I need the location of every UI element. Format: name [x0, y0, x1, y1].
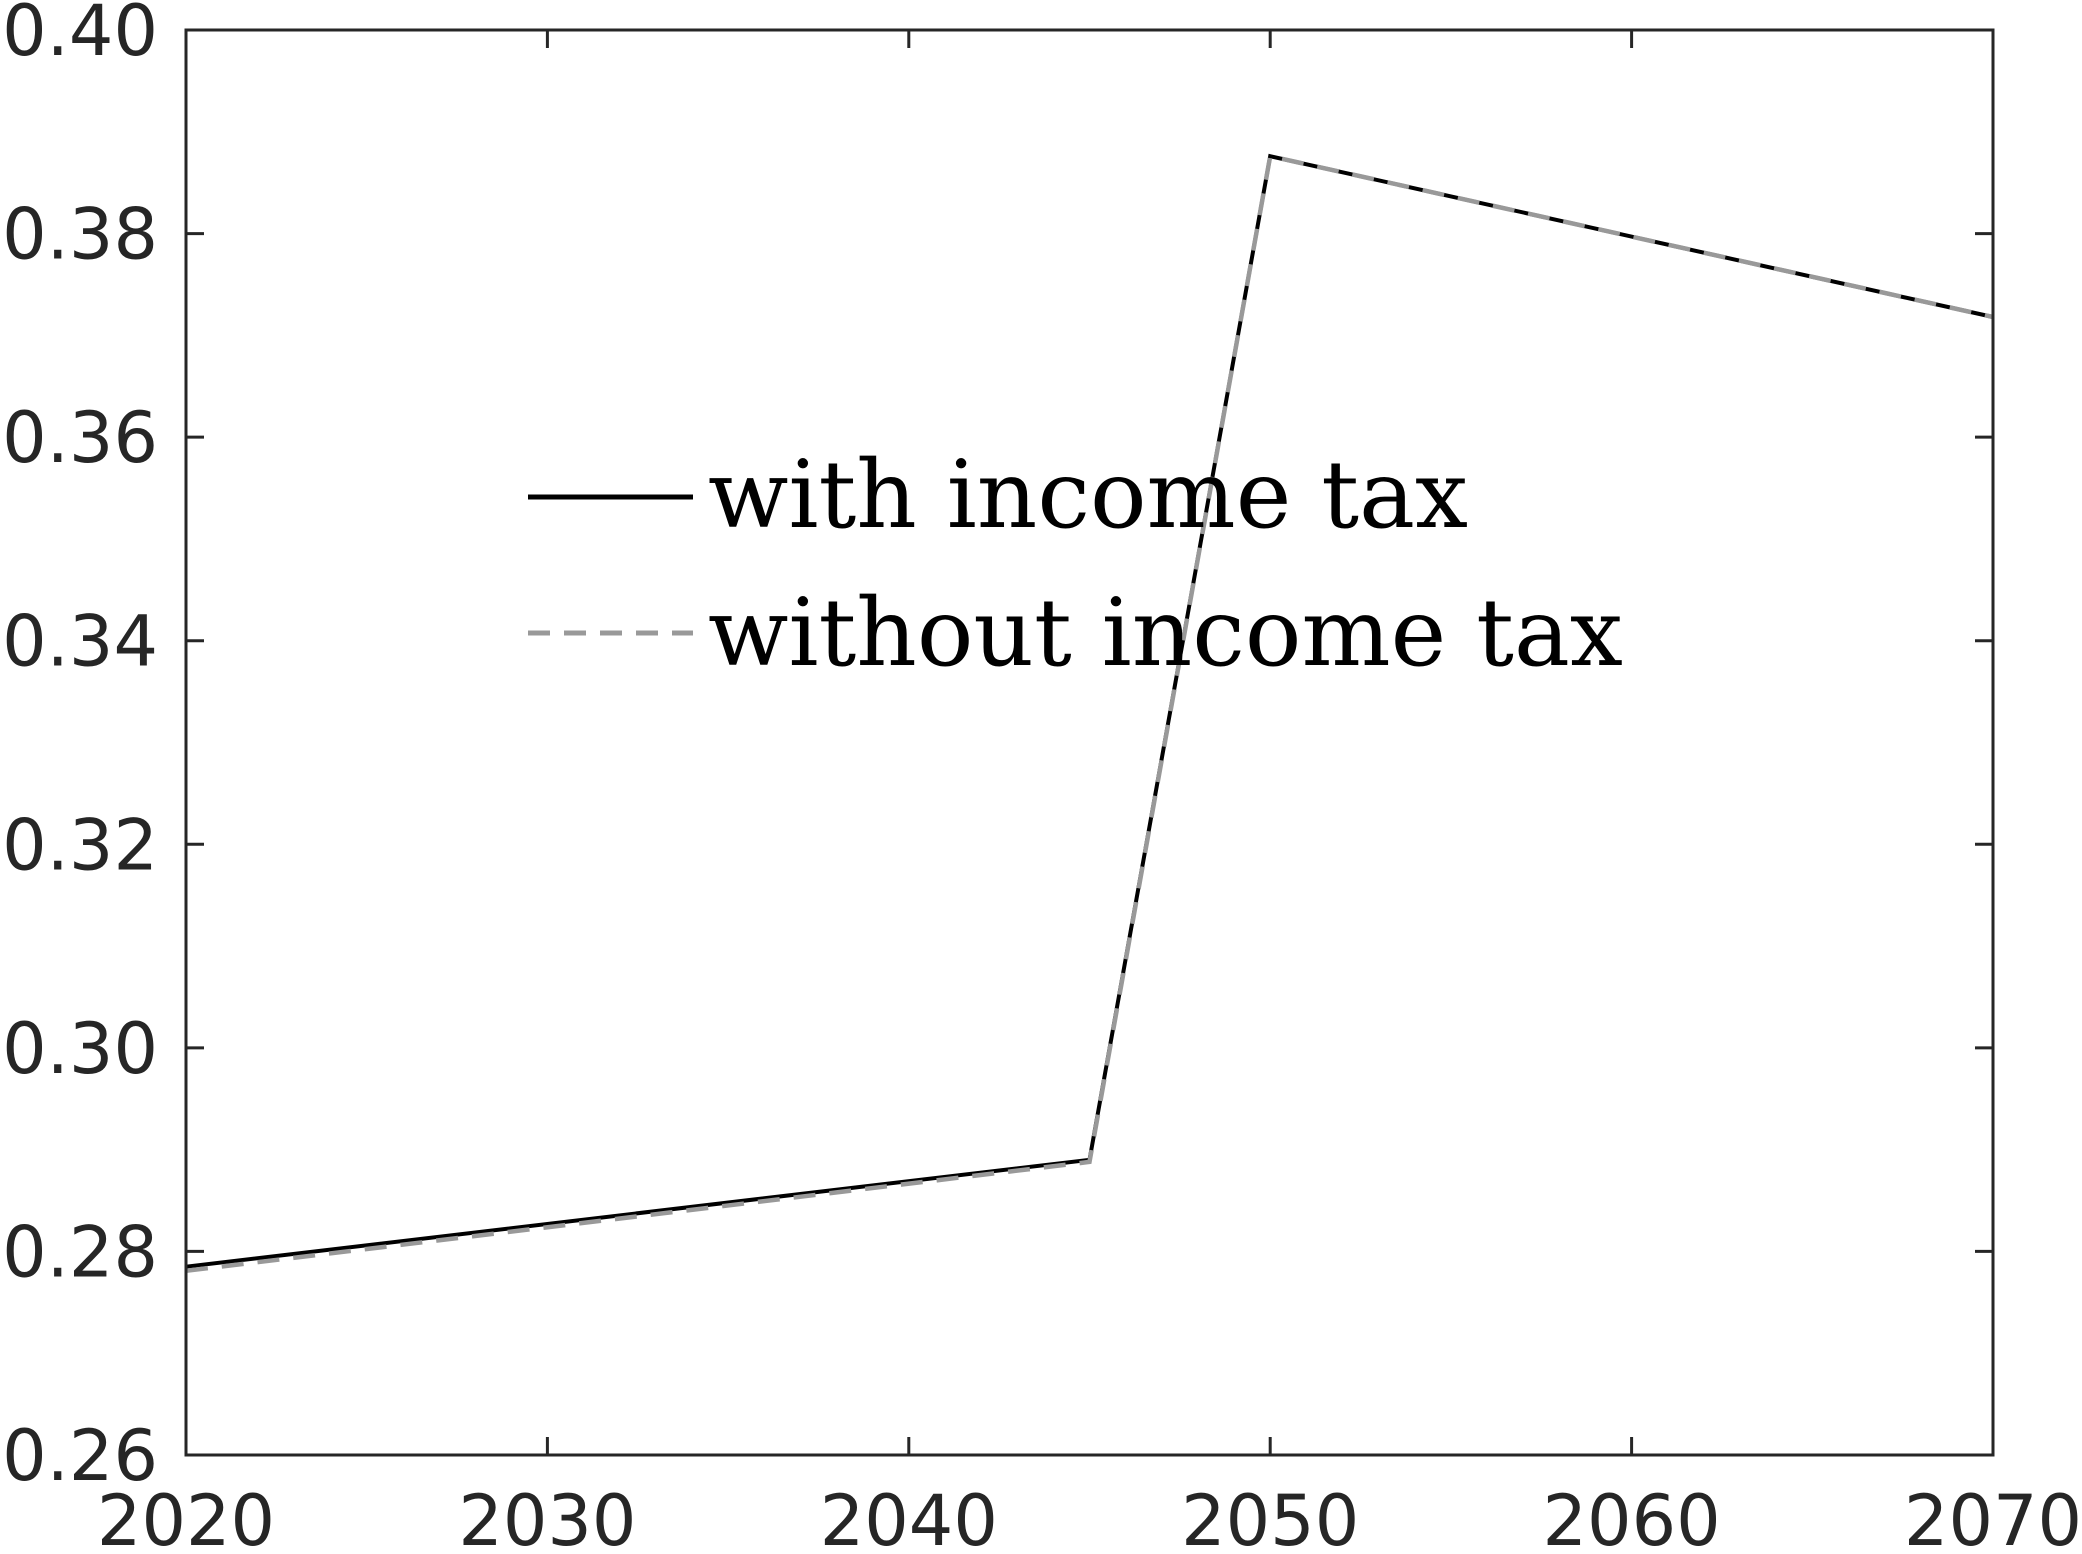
x-tick-label: 2060 [1543, 1480, 1721, 1554]
x-tick-label: 2070 [1904, 1480, 2082, 1554]
x-tick-label: 2020 [97, 1480, 275, 1554]
series-layer [185, 153, 1994, 1274]
legend-label-with-income-tax: with income tax [708, 441, 1468, 550]
x-tick-label: 2030 [458, 1480, 636, 1554]
y-tick-label: 0.38 [2, 194, 158, 276]
legend-label-without-income-tax: without income tax [708, 579, 1623, 688]
y-tick-label: 0.26 [2, 1415, 158, 1497]
y-tick-labels: 0.26 0.28 0.30 0.32 0.34 0.36 0.38 0.40 [2, 0, 158, 1497]
y-tick-label: 0.40 [2, 0, 158, 72]
axes-box [184, 28, 1995, 1457]
y-tick-label: 0.36 [2, 397, 158, 479]
series-line-without-income-tax [185, 153, 1994, 1274]
y-tick-label: 0.30 [2, 1008, 158, 1090]
x-tick-label: 2040 [820, 1480, 998, 1554]
x-tick-labels: 2020 2030 2040 2050 2060 2070 [97, 1480, 2082, 1554]
y-tick-label: 0.28 [2, 1211, 158, 1293]
y-tick-label: 0.34 [2, 601, 158, 683]
y-tick-label: 0.32 [2, 804, 158, 886]
legend: with income tax without income tax [528, 441, 1623, 688]
x-tick-label: 2050 [1181, 1480, 1359, 1554]
